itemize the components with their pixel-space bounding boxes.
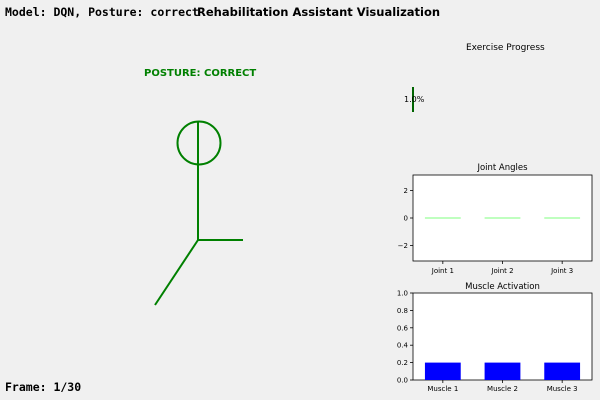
muscle-activation-title: Muscle Activation — [465, 282, 540, 292]
muscle-ytick-label: 1.0 — [397, 290, 408, 298]
joint-ytick-label: 2 — [404, 187, 408, 195]
muscle-xtick-label: Muscle 1 — [427, 385, 458, 393]
joint-xtick-label: Joint 2 — [490, 267, 513, 275]
frame-counter: Frame: 1/30 — [5, 380, 82, 394]
muscle-ytick-label: 0.6 — [397, 324, 409, 332]
muscle-xtick-label: Muscle 2 — [487, 385, 518, 393]
stick-figure — [154, 120, 243, 306]
muscle-bar — [544, 362, 581, 380]
progress-fill — [412, 87, 414, 112]
joint-ytick-label: −2 — [398, 242, 408, 250]
progress-bar — [412, 87, 414, 112]
joint-xtick-label: Joint 3 — [550, 267, 573, 275]
model-status-text: Model: DQN, Posture: correct — [5, 5, 199, 19]
muscle-bar — [484, 362, 521, 380]
muscle-bar — [424, 362, 461, 380]
muscle-ytick-label: 0.0 — [397, 377, 408, 385]
figure-leg — [154, 239, 199, 306]
muscle-ytick-label: 0.8 — [397, 307, 408, 315]
joint-angles-title: Joint Angles — [476, 163, 528, 173]
joint-angles-chart: Joint Angles 2 0 −2 Joint 1 Joint 2 Joint 3 — [398, 163, 593, 275]
muscle-ytick-label: 0.2 — [397, 359, 408, 367]
muscle-activation-chart: Muscle Activation 1.0 0.8 0.6 0.4 0.2 0.0 Mus… — [397, 282, 593, 393]
muscle-ytick-label: 0.4 — [397, 342, 409, 350]
posture-label: POSTURE: CORRECT — [144, 68, 257, 79]
app-title: Rehabilitation Assistant Visualization — [197, 5, 441, 19]
joint-xtick-label: Joint 1 — [431, 267, 454, 275]
joint-ytick-label: 0 — [404, 215, 408, 223]
muscle-xtick-label: Muscle 3 — [547, 385, 578, 393]
progress-value: 1.0% — [404, 95, 425, 104]
progress-title: Exercise Progress — [466, 43, 545, 53]
